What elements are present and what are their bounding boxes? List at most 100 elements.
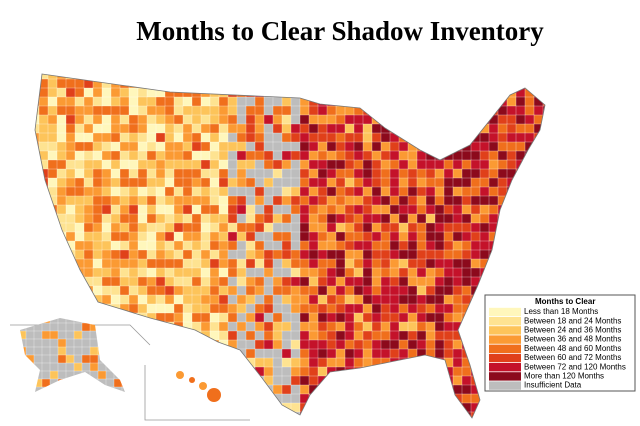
county bbox=[308, 357, 319, 368]
county bbox=[272, 240, 283, 251]
county bbox=[290, 204, 301, 215]
county bbox=[470, 312, 481, 323]
county bbox=[173, 294, 184, 305]
county bbox=[479, 276, 490, 287]
county bbox=[173, 357, 184, 368]
county bbox=[65, 384, 76, 395]
county bbox=[416, 96, 427, 107]
county bbox=[155, 303, 166, 314]
county bbox=[155, 195, 166, 206]
county bbox=[299, 276, 310, 287]
county bbox=[164, 303, 175, 314]
county bbox=[524, 204, 535, 215]
county bbox=[290, 177, 301, 188]
county bbox=[83, 267, 94, 278]
county bbox=[191, 258, 202, 269]
county bbox=[281, 384, 292, 395]
county bbox=[506, 195, 517, 206]
county bbox=[353, 96, 364, 107]
county bbox=[182, 204, 193, 215]
county bbox=[416, 393, 427, 404]
county bbox=[308, 402, 319, 413]
county bbox=[416, 213, 427, 224]
county bbox=[236, 249, 247, 260]
county bbox=[299, 312, 310, 323]
county bbox=[308, 249, 319, 260]
county bbox=[164, 384, 175, 395]
county bbox=[389, 321, 400, 332]
county bbox=[182, 321, 193, 332]
county bbox=[299, 267, 310, 278]
county bbox=[434, 78, 445, 89]
county bbox=[38, 393, 49, 404]
county bbox=[218, 87, 229, 98]
county bbox=[425, 393, 436, 404]
county bbox=[299, 249, 310, 260]
county bbox=[146, 105, 157, 116]
county bbox=[389, 276, 400, 287]
county bbox=[200, 267, 211, 278]
county bbox=[281, 231, 292, 242]
county bbox=[200, 312, 211, 323]
county bbox=[308, 177, 319, 188]
county bbox=[254, 249, 265, 260]
county bbox=[380, 213, 391, 224]
county bbox=[425, 258, 436, 269]
county bbox=[398, 195, 409, 206]
county bbox=[416, 195, 427, 206]
county bbox=[254, 348, 265, 359]
county bbox=[488, 186, 499, 197]
county bbox=[119, 285, 130, 296]
county bbox=[362, 222, 373, 233]
county bbox=[488, 96, 499, 107]
county bbox=[407, 177, 418, 188]
county bbox=[389, 312, 400, 323]
county bbox=[335, 330, 346, 341]
county bbox=[389, 177, 400, 188]
county bbox=[389, 339, 400, 350]
county bbox=[83, 123, 94, 134]
county bbox=[155, 204, 166, 215]
county bbox=[35, 114, 40, 125]
county bbox=[281, 177, 292, 188]
county bbox=[425, 303, 436, 314]
county bbox=[407, 195, 418, 206]
county bbox=[191, 150, 202, 161]
county bbox=[389, 213, 400, 224]
county bbox=[389, 231, 400, 242]
county bbox=[173, 276, 184, 287]
county bbox=[200, 285, 211, 296]
county bbox=[344, 258, 355, 269]
county bbox=[254, 114, 265, 125]
county bbox=[236, 366, 247, 377]
county bbox=[317, 321, 328, 332]
county bbox=[362, 267, 373, 278]
county bbox=[137, 321, 148, 332]
county bbox=[56, 384, 67, 395]
county bbox=[245, 348, 256, 359]
county bbox=[281, 321, 292, 332]
county bbox=[272, 303, 283, 314]
county bbox=[164, 402, 175, 413]
county bbox=[497, 141, 508, 152]
county bbox=[407, 393, 418, 404]
county bbox=[434, 204, 445, 215]
county bbox=[479, 402, 490, 413]
county bbox=[105, 318, 115, 324]
county bbox=[515, 231, 526, 242]
county bbox=[35, 303, 40, 314]
county bbox=[218, 348, 229, 359]
county bbox=[209, 150, 220, 161]
county bbox=[245, 105, 256, 116]
county bbox=[254, 231, 265, 242]
county bbox=[380, 231, 391, 242]
county bbox=[236, 159, 247, 170]
county bbox=[443, 168, 454, 179]
county bbox=[155, 339, 166, 350]
county bbox=[137, 150, 148, 161]
county bbox=[92, 285, 103, 296]
county bbox=[173, 186, 184, 197]
county bbox=[209, 321, 220, 332]
county bbox=[542, 87, 545, 98]
county bbox=[389, 240, 400, 251]
